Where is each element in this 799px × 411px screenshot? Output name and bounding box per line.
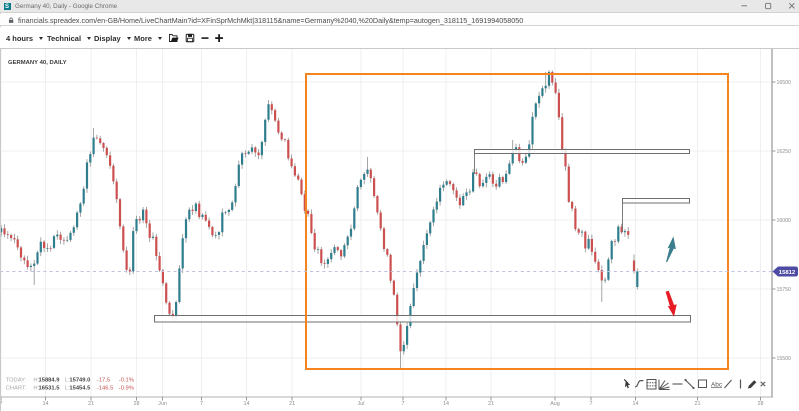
svg-text:L:: L: [65, 386, 70, 392]
svg-text:21: 21 [88, 401, 94, 407]
svg-text:CHART:: CHART: [6, 386, 27, 392]
svg-text:H:: H: [33, 378, 39, 384]
svg-text:7: 7 [0, 401, 3, 407]
svg-text:15454.5: 15454.5 [69, 386, 91, 392]
svg-text:Aug: Aug [550, 401, 560, 407]
svg-text:16500: 16500 [777, 80, 792, 86]
svg-text:16531.5: 16531.5 [39, 386, 61, 392]
svg-text:Jun: Jun [158, 401, 167, 407]
svg-text:-0.9%: -0.9% [119, 386, 134, 392]
svg-text:14: 14 [443, 401, 449, 407]
svg-text:14: 14 [244, 401, 250, 407]
svg-text:21: 21 [695, 401, 701, 407]
svg-text:-146.5: -146.5 [97, 386, 113, 392]
svg-text:GERMANY 40, DAILY: GERMANY 40, DAILY [8, 60, 67, 66]
svg-text:14: 14 [633, 401, 639, 407]
svg-text:Jul: Jul [358, 401, 365, 407]
svg-text:15750: 15750 [777, 287, 792, 293]
svg-text:-17.5: -17.5 [97, 378, 110, 384]
svg-text:Abc: Abc [711, 381, 723, 388]
svg-text:15500: 15500 [777, 356, 792, 362]
svg-text:21: 21 [289, 401, 295, 407]
svg-text:L:: L: [65, 378, 70, 384]
svg-text:TODAY:: TODAY: [6, 378, 27, 384]
svg-text:15812: 15812 [779, 270, 796, 276]
svg-text:28: 28 [758, 401, 764, 407]
svg-text:15884.9: 15884.9 [39, 378, 61, 384]
svg-text:16250: 16250 [777, 149, 792, 155]
svg-text:7: 7 [200, 401, 203, 407]
svg-text:14: 14 [43, 401, 49, 407]
svg-text:7: 7 [402, 401, 405, 407]
svg-text:-0.1%: -0.1% [119, 378, 134, 384]
svg-text:28: 28 [134, 401, 140, 407]
svg-text:7: 7 [590, 401, 593, 407]
svg-text:16000: 16000 [777, 218, 792, 224]
svg-text:15749.0: 15749.0 [69, 378, 90, 384]
svg-text:21: 21 [488, 401, 494, 407]
svg-text:H:: H: [33, 386, 39, 392]
